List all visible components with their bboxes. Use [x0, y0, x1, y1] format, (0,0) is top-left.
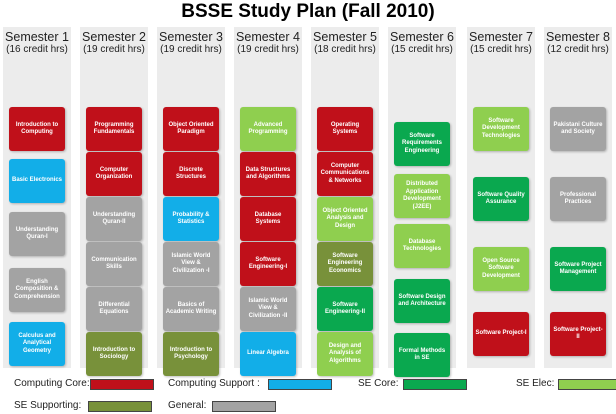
course-box: Software Design and Architecture [394, 279, 450, 323]
course-box: Software Requirements Engineering [394, 122, 450, 166]
course-box: Differential Equations [86, 287, 142, 331]
semester-title: Semester 4 [236, 30, 300, 44]
semester-column: Semester 7 (15 credit hrs) Software Develo… [467, 27, 535, 368]
course-box: Operating Systems [317, 107, 373, 151]
course-box: Design and Analysis of Algorithms [317, 332, 373, 376]
semester-title: Semester 6 [390, 30, 454, 44]
course-box: Islamic World View & Civilization -II [240, 287, 296, 331]
semester-credits: (19 credit hrs) [83, 44, 145, 55]
course-box: Software Project-II [550, 312, 606, 356]
course-box: Software Quality Assurance [473, 177, 529, 221]
semester-title: Semester 3 [159, 30, 223, 44]
course-box: Open Source Software Development [473, 247, 529, 291]
semester-column: Semester 5 (18 credit hrs) Operating Syste… [311, 27, 379, 376]
legend-swatch [403, 379, 467, 390]
course-box: Software Engineering-I [240, 242, 296, 286]
legend-label: Computing Core: [14, 378, 90, 389]
course-box: Probability & Statistics [163, 197, 219, 241]
course-box: Pakistani Culture and Society [550, 107, 606, 151]
course-box: Formal Methods in SE [394, 333, 450, 377]
legend-label: General: [168, 400, 207, 411]
semester-title: Semester 8 [546, 30, 610, 44]
legend-swatch [212, 401, 276, 412]
course-box: Software Engineering Economics [317, 242, 373, 286]
course-box: Linear Algebra [240, 332, 296, 376]
semester-title: Semester 1 [5, 30, 69, 44]
course-box: Database Systems [240, 197, 296, 241]
course-box: Calculus and Analytical Geometry [9, 322, 65, 366]
course-box: Islamic World View & Civilization -I [163, 242, 219, 286]
semester-credits: (19 credit hrs) [237, 44, 299, 55]
semester-column: Semester 2 (19 credit hrs) Programming Fun… [80, 27, 148, 376]
course-box: Introduction to Computing [9, 107, 65, 151]
course-box: Professional Practices [550, 177, 606, 221]
legend-swatch [88, 401, 152, 412]
course-box: Communication Skills [86, 242, 142, 286]
semester-credits: (16 credit hrs) [6, 44, 68, 55]
semester-credits: (18 credit hrs) [314, 44, 376, 55]
semester-column: Semester 8 (12 credit hrs) Pakistani Cultu… [544, 27, 612, 368]
legend-label: SE Supporting: [14, 400, 82, 411]
semester-credits: (12 credit hrs) [547, 44, 609, 55]
course-box: Discrete Structures [163, 152, 219, 196]
semester-column: Semester 1 (16 credit hrs) Introduction to… [3, 27, 71, 368]
course-box: Software Project-I [473, 312, 529, 356]
legend-label: SE Core: [358, 378, 399, 389]
legend-swatch [558, 379, 616, 390]
semester-column: Semester 6 (15 credit hrs) Software Requir… [388, 27, 456, 377]
semester-credits: (15 credit hrs) [470, 44, 532, 55]
course-box: English Composition & Comprehension [9, 268, 65, 312]
course-box: Introduction to Sociology [86, 332, 142, 376]
course-box: Computer Communications & Networks [317, 152, 373, 196]
course-box: Advanced Programming [240, 107, 296, 151]
semester-credits: (15 credit hrs) [391, 44, 453, 55]
legend-swatch [268, 379, 332, 390]
course-box: Database Technologies [394, 224, 450, 268]
semester-credits: (19 credit hrs) [160, 44, 222, 55]
course-box: Object Oriented Paradigm [163, 107, 219, 151]
course-box: Basics of Academic Writing [163, 287, 219, 331]
course-box: Introduction to Psychology [163, 332, 219, 376]
semester-title: Semester 2 [82, 30, 146, 44]
course-box: Software Engineering-II [317, 287, 373, 331]
course-box: Software Project Management [550, 247, 606, 291]
course-box: Understanding Quran-I [9, 212, 65, 256]
legend-label: Computing Support : [168, 378, 260, 389]
course-box: Programming Fundamentals [86, 107, 142, 151]
course-box: Data Structures and Algorithms [240, 152, 296, 196]
semester-title: Semester 5 [313, 30, 377, 44]
course-box: Basic Electronics [9, 159, 65, 203]
semester-column: Semester 4 (19 credit hrs) Advanced Progra… [234, 27, 302, 376]
legend-label: SE Elec: [516, 378, 555, 389]
course-box: Understanding Quran-II [86, 197, 142, 241]
semester-title: Semester 7 [469, 30, 533, 44]
course-box: Object Oriented Analysis and Design [317, 197, 373, 241]
legend-swatch [90, 379, 154, 390]
semester-column: Semester 3 (19 credit hrs) Object Oriented… [157, 27, 225, 376]
course-box: Computer Organization [86, 152, 142, 196]
course-box: Software Development Technologies [473, 107, 529, 151]
course-box: Distributed Application Development (J2E… [394, 174, 450, 218]
page-title: BSSE Study Plan (Fall 2010) [181, 1, 435, 22]
